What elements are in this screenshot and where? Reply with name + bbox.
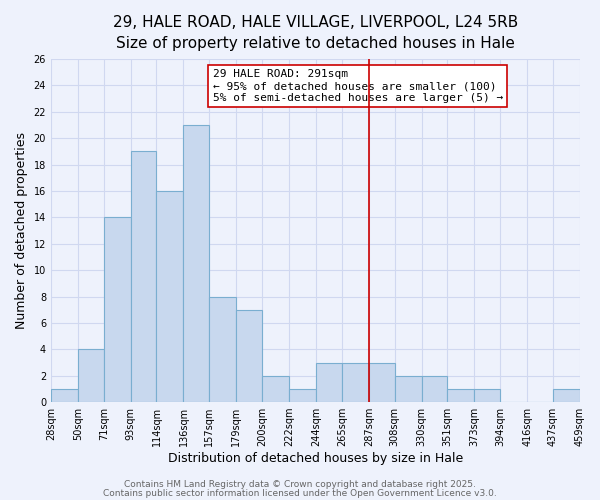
Bar bbox=[395, 376, 422, 402]
Text: Contains public sector information licensed under the Open Government Licence v3: Contains public sector information licen… bbox=[103, 488, 497, 498]
Bar bbox=[157, 191, 184, 402]
Title: 29, HALE ROAD, HALE VILLAGE, LIVERPOOL, L24 5RB
Size of property relative to det: 29, HALE ROAD, HALE VILLAGE, LIVERPOOL, … bbox=[113, 15, 518, 51]
Bar bbox=[262, 376, 289, 402]
X-axis label: Distribution of detached houses by size in Hale: Distribution of detached houses by size … bbox=[168, 452, 463, 465]
Bar bbox=[553, 389, 580, 402]
Bar bbox=[289, 389, 316, 402]
Bar bbox=[78, 350, 104, 402]
Bar bbox=[131, 152, 157, 402]
Bar bbox=[236, 310, 262, 402]
Bar bbox=[104, 218, 131, 402]
Bar bbox=[184, 125, 209, 402]
Bar bbox=[369, 362, 395, 402]
Bar bbox=[316, 362, 342, 402]
Bar bbox=[422, 376, 448, 402]
Bar bbox=[51, 389, 78, 402]
Bar bbox=[209, 296, 236, 402]
Bar bbox=[342, 362, 369, 402]
Bar bbox=[475, 389, 500, 402]
Text: 29 HALE ROAD: 291sqm
← 95% of detached houses are smaller (100)
5% of semi-detac: 29 HALE ROAD: 291sqm ← 95% of detached h… bbox=[212, 70, 503, 102]
Text: Contains HM Land Registry data © Crown copyright and database right 2025.: Contains HM Land Registry data © Crown c… bbox=[124, 480, 476, 489]
Y-axis label: Number of detached properties: Number of detached properties bbox=[15, 132, 28, 329]
Bar bbox=[448, 389, 475, 402]
